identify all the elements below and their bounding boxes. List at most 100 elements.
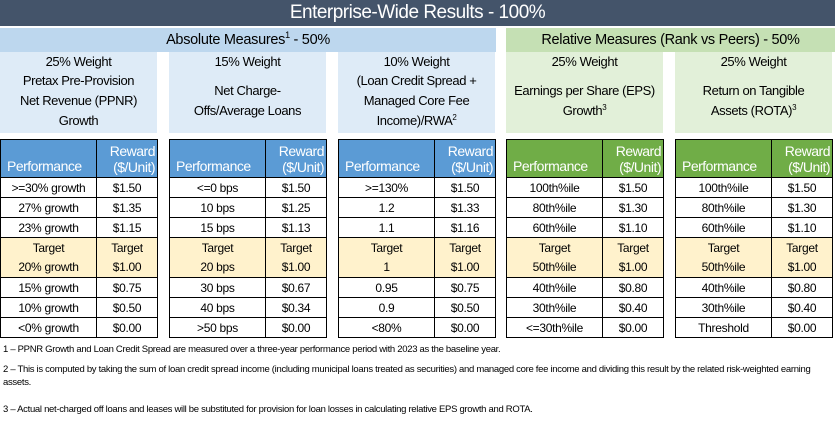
performance-cell: 80th%ile bbox=[675, 197, 772, 218]
table-row: <=30th%ile $0.00 bbox=[506, 317, 664, 338]
performance-cell: 0.9 bbox=[338, 297, 435, 318]
measure-description: Return on Tangible Assets (ROTA)3 bbox=[675, 71, 832, 133]
reward-header-line: Reward bbox=[784, 142, 831, 159]
performance-cell: Target bbox=[169, 237, 266, 258]
measure-description-text: (Loan Credit Spread + bbox=[356, 73, 477, 88]
reward-cell: $1.00 bbox=[96, 257, 158, 278]
reward-cell: $1.50 bbox=[265, 177, 327, 198]
performance-cell: <=0 bps bbox=[169, 177, 266, 198]
reward-header: Reward ($/Unit) bbox=[602, 139, 664, 178]
measure-description-text: Earnings per Share (EPS) bbox=[514, 83, 655, 98]
table-row: 30th%ile $0.40 bbox=[506, 297, 664, 318]
measure-description-text: Growth bbox=[562, 103, 603, 118]
performance-cell: 10 bps bbox=[169, 197, 266, 218]
performance-cell: 60th%ile bbox=[675, 217, 772, 238]
footnote-marker: 2 bbox=[452, 113, 457, 122]
reward-cell: $0.34 bbox=[265, 297, 327, 318]
table-header-row: Performance Reward ($/Unit) bbox=[0, 139, 158, 178]
reward-table: Performance Reward ($/Unit) 100th%ile $1.50 8… bbox=[675, 139, 833, 338]
reward-cell: $1.16 bbox=[434, 217, 496, 238]
measure-column: 15% Weight Net Charge- Offs/Average Loans bbox=[169, 52, 326, 133]
table-row: <=0 bps $1.50 bbox=[169, 177, 327, 198]
reward-cell: $0.00 bbox=[265, 317, 327, 338]
performance-cell: 20% growth bbox=[0, 257, 97, 278]
measure-weight: 25% Weight bbox=[675, 52, 832, 71]
table-row: Threshold $0.00 bbox=[675, 317, 833, 338]
performance-cell: Target bbox=[675, 237, 772, 258]
relative-measures-header: Relative Measures (Rank vs Peers) - 50% bbox=[506, 28, 835, 52]
footnote-2: 2 – This is computed by taking the sum o… bbox=[3, 364, 811, 388]
reward-cell: $0.00 bbox=[602, 317, 664, 338]
reward-cell: $0.67 bbox=[265, 277, 327, 298]
reward-cell: Target bbox=[265, 237, 327, 258]
reward-header: Reward ($/Unit) bbox=[434, 139, 496, 178]
reward-header-line: ($/Unit) bbox=[451, 158, 493, 175]
table-row: Target Target bbox=[0, 237, 158, 258]
reward-cell: $0.50 bbox=[96, 297, 158, 318]
table-row: Target Target bbox=[506, 237, 664, 258]
performance-cell: 1 bbox=[338, 257, 435, 278]
performance-header: Performance bbox=[338, 139, 435, 178]
measure-description-text: Net Revenue (PPNR) bbox=[19, 93, 138, 108]
reward-cell: $0.40 bbox=[602, 297, 664, 318]
reward-cell: $1.33 bbox=[434, 197, 496, 218]
reward-cell: $1.00 bbox=[434, 257, 496, 278]
measure-description-line: Assets (ROTA)3 bbox=[675, 101, 832, 121]
performance-cell: 40th%ile bbox=[675, 277, 772, 298]
table-row: 100th%ile $1.50 bbox=[506, 177, 664, 198]
performance-cell: 50th%ile bbox=[675, 257, 772, 278]
performance-cell: 1.1 bbox=[338, 217, 435, 238]
table-row: 10 bps $1.25 bbox=[169, 197, 327, 218]
table-row: 30th%ile $0.40 bbox=[675, 297, 833, 318]
measure-description-line: Offs/Average Loans bbox=[169, 101, 326, 121]
reward-cell: $0.00 bbox=[771, 317, 833, 338]
table-row: 50th%ile $1.00 bbox=[675, 257, 833, 278]
reward-table: Performance Reward ($/Unit) <=0 bps $1.50 10 … bbox=[169, 139, 327, 338]
reward-cell: $1.30 bbox=[602, 197, 664, 218]
reward-cell: $0.80 bbox=[602, 277, 664, 298]
reward-header-line: Reward bbox=[447, 142, 494, 159]
footnote-marker: 1 bbox=[285, 30, 290, 40]
reward-cell: Target bbox=[434, 237, 496, 258]
measure-description-text: Managed Core Fee bbox=[363, 93, 470, 108]
performance-cell: Target bbox=[0, 237, 97, 258]
reward-header-line: ($/Unit) bbox=[282, 158, 324, 175]
performance-cell: Target bbox=[338, 237, 435, 258]
table-row: 50th%ile $1.00 bbox=[506, 257, 664, 278]
measure-description: (Loan Credit Spread + Managed Core Fee Inc… bbox=[338, 71, 495, 133]
table-row: 15% growth $0.75 bbox=[0, 277, 158, 298]
measure-description-line: Net Charge- bbox=[169, 81, 326, 101]
table-row: 27% growth $1.35 bbox=[0, 197, 158, 218]
footnote-marker: 3 bbox=[792, 103, 797, 112]
absolute-measures-header: Absolute Measures1 - 50% bbox=[0, 28, 496, 52]
reward-cell: $1.00 bbox=[265, 257, 327, 278]
performance-cell: 0.95 bbox=[338, 277, 435, 298]
footnote-marker: 3 bbox=[602, 103, 607, 112]
performance-cell: 30th%ile bbox=[506, 297, 603, 318]
reward-header: Reward ($/Unit) bbox=[771, 139, 833, 178]
footnote-1: 1 – PPNR Growth and Loan Credit Spread a… bbox=[3, 344, 501, 355]
footnote-3: 3 – Actual net-charged off loans and lea… bbox=[3, 404, 533, 415]
table-row: 10% growth $0.50 bbox=[0, 297, 158, 318]
measure-description-text: Income)/RWA bbox=[376, 113, 453, 128]
table-row: 23% growth $1.15 bbox=[0, 217, 158, 238]
reward-header-line: Reward bbox=[278, 142, 325, 159]
measure-description-text: Return on Tangible bbox=[702, 83, 805, 98]
table-row: 15 bps $1.13 bbox=[169, 217, 327, 238]
table-row: 20 bps $1.00 bbox=[169, 257, 327, 278]
reward-cell: $1.50 bbox=[434, 177, 496, 198]
reward-header-line: ($/Unit) bbox=[113, 158, 155, 175]
reward-cell: $0.00 bbox=[434, 317, 496, 338]
reward-cell: $1.50 bbox=[96, 177, 158, 198]
measure-description-line: Growth bbox=[0, 111, 157, 131]
table-row: 40 bps $0.34 bbox=[169, 297, 327, 318]
measure-description-text: Assets (ROTA) bbox=[710, 103, 793, 118]
table-row: 1.1 $1.16 bbox=[338, 217, 496, 238]
measure-weight: 15% Weight bbox=[169, 52, 326, 71]
absolute-measures-label: Absolute Measures bbox=[166, 32, 286, 48]
reward-cell: $1.13 bbox=[265, 217, 327, 238]
reward-cell: $1.10 bbox=[771, 217, 833, 238]
performance-header: Performance bbox=[675, 139, 772, 178]
performance-cell: >=30% growth bbox=[0, 177, 97, 198]
performance-cell: 60th%ile bbox=[506, 217, 603, 238]
